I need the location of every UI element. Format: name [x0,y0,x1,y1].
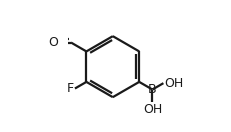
Text: F: F [66,82,73,95]
Text: OH: OH [142,103,161,116]
Text: O: O [48,36,58,49]
Text: OH: OH [163,77,182,90]
Text: B: B [147,83,156,96]
